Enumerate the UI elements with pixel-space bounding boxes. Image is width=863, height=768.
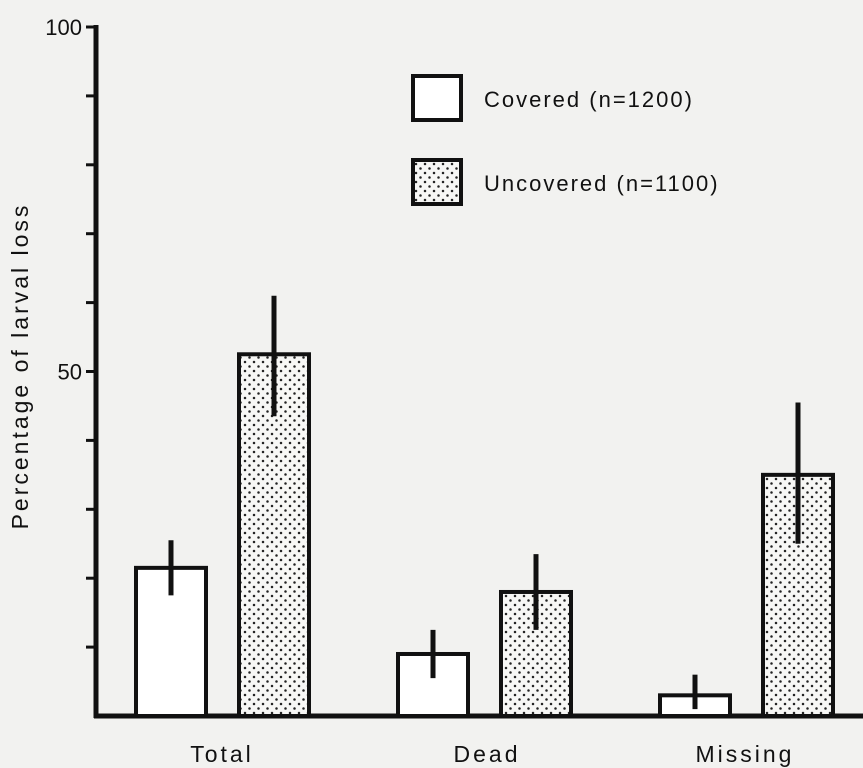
bars [134,295,835,719]
y-tick-label: 50 [58,360,82,385]
x-category-label: Total [190,741,254,767]
x-category-label: Dead [454,741,521,767]
y-tick-label: 100 [45,15,82,40]
labels: 50 100 Percentage of larval loss Total Dead M… [7,15,795,767]
legend-swatch-uncovered [411,158,463,206]
legend-label-uncovered: Uncovered (n=1100) [484,171,720,196]
legend: Covered (n=1200) Uncovered (n=1100) [411,74,720,206]
axes [86,25,863,719]
y-axis-label: Percentage of larval loss [7,203,33,530]
legend-label-covered: Covered (n=1200) [484,87,694,112]
bar-missing-uncovered [761,472,835,718]
x-category-label: Missing [696,741,795,767]
legend-swatch-covered [411,74,463,122]
